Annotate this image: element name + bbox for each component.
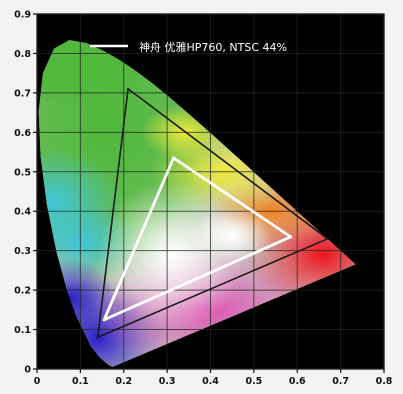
data-point bbox=[289, 235, 293, 239]
x-tick-label: 0.1 bbox=[72, 376, 89, 387]
y-tick-label: 0 bbox=[24, 365, 31, 376]
grid bbox=[37, 14, 384, 369]
x-tick-label: 0.4 bbox=[202, 376, 219, 387]
data-point bbox=[326, 237, 329, 240]
axis-ticks: 0 0.1 0.2 0.3 0.4 0.5 0.6 0.7 0.8 0 0.1 0.2 0.3 0.4 0.… bbox=[14, 10, 393, 388]
x-tick-label: 0.5 bbox=[245, 376, 262, 387]
legend: 神舟 优雅HP760, NTSC 44% bbox=[90, 40, 287, 54]
y-tick-label: 0.6 bbox=[14, 128, 31, 139]
legend-label: 神舟 优雅HP760, NTSC 44% bbox=[139, 40, 287, 54]
y-tick-label: 0.4 bbox=[14, 207, 31, 218]
gamut-triangle-ntsc bbox=[96, 88, 329, 339]
y-tick-label: 0.7 bbox=[14, 88, 31, 99]
data-point bbox=[127, 87, 130, 90]
data-point bbox=[102, 318, 106, 322]
x-tick-label: 0.7 bbox=[332, 376, 349, 387]
y-tick-label: 0.9 bbox=[14, 10, 31, 21]
y-tick-label: 0.1 bbox=[14, 325, 31, 336]
x-tick-label: 0.3 bbox=[159, 376, 176, 387]
gamut-triangle-hp760 bbox=[102, 156, 293, 322]
x-tick-label: 0.6 bbox=[289, 376, 306, 387]
series bbox=[96, 87, 329, 339]
y-tick-label: 0.3 bbox=[14, 246, 31, 257]
data-point bbox=[96, 336, 99, 339]
data-point bbox=[172, 156, 176, 160]
y-tick-label: 0.5 bbox=[14, 167, 31, 178]
x-tick-label: 0.8 bbox=[376, 376, 393, 387]
x-tick-label: 0 bbox=[34, 376, 41, 387]
x-tick-label: 0.2 bbox=[115, 376, 132, 387]
y-tick-label: 0.2 bbox=[14, 286, 31, 297]
y-tick-label: 0.8 bbox=[14, 49, 31, 60]
